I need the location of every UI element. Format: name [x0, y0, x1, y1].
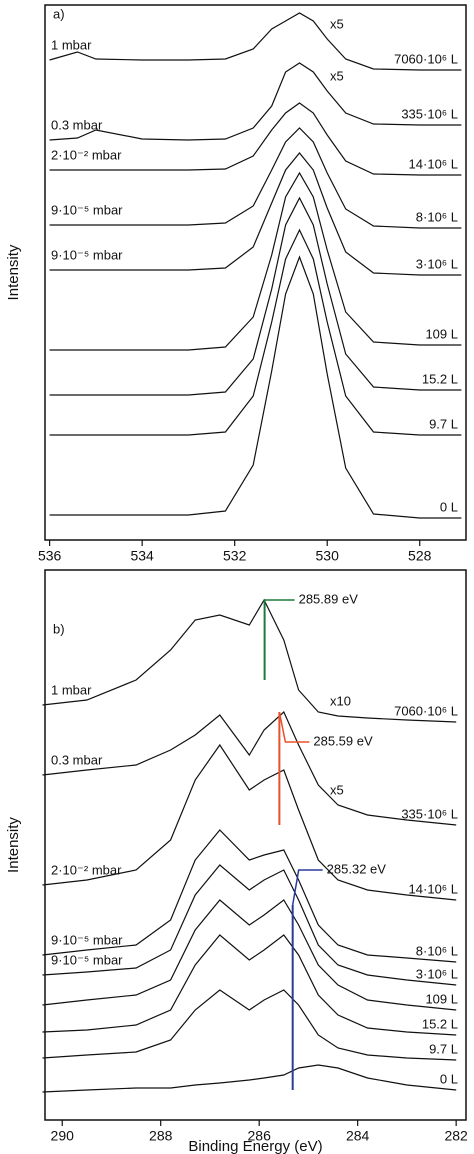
spectrum-line	[42, 864, 457, 986]
scale-label: x5	[330, 16, 344, 31]
condition-label: 2·10⁻² mbar	[51, 147, 122, 162]
condition-label: 1 mbar	[51, 682, 92, 697]
series-label: 9.7 L	[429, 416, 458, 431]
series-label: 8·10⁶ L	[416, 209, 458, 224]
condition-label: 1 mbar	[51, 37, 92, 52]
spectrum-line	[49, 228, 462, 436]
spectrum-line	[49, 102, 462, 176]
series-label: 8·10⁶ L	[416, 943, 458, 958]
spectrum-line	[42, 989, 457, 1061]
spectrum-line	[49, 171, 462, 351]
x-axis-label: Binding Energy (eV)	[188, 1138, 322, 1154]
y-axis-label: Intensity	[5, 244, 22, 300]
spectrum-line	[49, 255, 462, 519]
condition-label: 2·10⁻² mbar	[51, 862, 122, 877]
spectrum-line	[42, 710, 457, 826]
series-label: 0 L	[440, 499, 458, 514]
x-tick-label: 530	[316, 548, 340, 564]
spectrum-line	[49, 12, 462, 71]
scale-label: x5	[330, 68, 344, 83]
spectrum-line	[49, 62, 462, 141]
series-label: 14·10⁶ L	[409, 881, 458, 896]
condition-label: 9·10⁻⁵ mbar	[51, 932, 123, 947]
series-label: 109 L	[425, 326, 458, 341]
marker-leader	[278, 711, 310, 743]
panel-label: a)	[53, 6, 65, 21]
x-tick-label: 534	[130, 548, 154, 564]
plot-frame	[44, 569, 467, 1121]
marker-label: 285.59 eV	[313, 733, 373, 748]
series-label: 9.7 L	[429, 1041, 458, 1056]
spectrum-line	[42, 1064, 457, 1093]
spectrum-line	[42, 899, 457, 1011]
series-label: 109 L	[425, 991, 458, 1006]
series-label: 335·10⁶ L	[401, 106, 458, 121]
spectrum-line	[49, 127, 462, 229]
condition-label: 0.3 mbar	[51, 752, 103, 767]
series-label: 335·10⁶ L	[401, 806, 458, 821]
x-tick-label: 288	[149, 1128, 173, 1144]
x-tick-label: 290	[51, 1128, 75, 1144]
x-tick-label: 284	[346, 1128, 370, 1144]
series-label: 14·10⁶ L	[409, 156, 458, 171]
panel-label: b)	[53, 621, 65, 636]
x-tick-label: 532	[223, 548, 247, 564]
marker-label: 285.89 eV	[299, 591, 359, 606]
spectrum-line	[49, 152, 462, 276]
condition-label: 9·10⁻⁵ mbar	[51, 202, 123, 217]
x-tick-label: 528	[408, 548, 432, 564]
spectrum-line	[42, 934, 457, 1036]
spectrum-line	[49, 196, 462, 396]
x-tick-label: 282	[444, 1128, 468, 1144]
condition-label: 9·10⁻⁵ mbar	[51, 952, 123, 967]
series-label: 15.2 L	[422, 371, 458, 386]
condition-label: 0.3 mbar	[51, 117, 103, 132]
y-axis-label: Intensity	[5, 817, 22, 873]
series-label: 3·10⁶ L	[416, 256, 458, 271]
scale-label: x5	[330, 782, 344, 797]
spectrum-line	[42, 829, 457, 963]
series-label: 7060·10⁶ L	[394, 51, 458, 66]
series-label: 7060·10⁶ L	[394, 703, 458, 718]
spectrum-line	[42, 743, 457, 901]
plot-frame	[44, 4, 467, 541]
condition-label: 9·10⁻⁵ mbar	[51, 247, 123, 262]
series-label: 0 L	[440, 1071, 458, 1086]
series-label: 15.2 L	[422, 1016, 458, 1031]
series-label: 3·10⁶ L	[416, 966, 458, 981]
marker-label: 285.32 eV	[327, 861, 387, 876]
scale-label: x10	[330, 693, 351, 708]
marker-leader	[291, 869, 323, 906]
x-tick-label: 286	[248, 1128, 272, 1144]
x-tick-label: 536	[38, 548, 62, 564]
